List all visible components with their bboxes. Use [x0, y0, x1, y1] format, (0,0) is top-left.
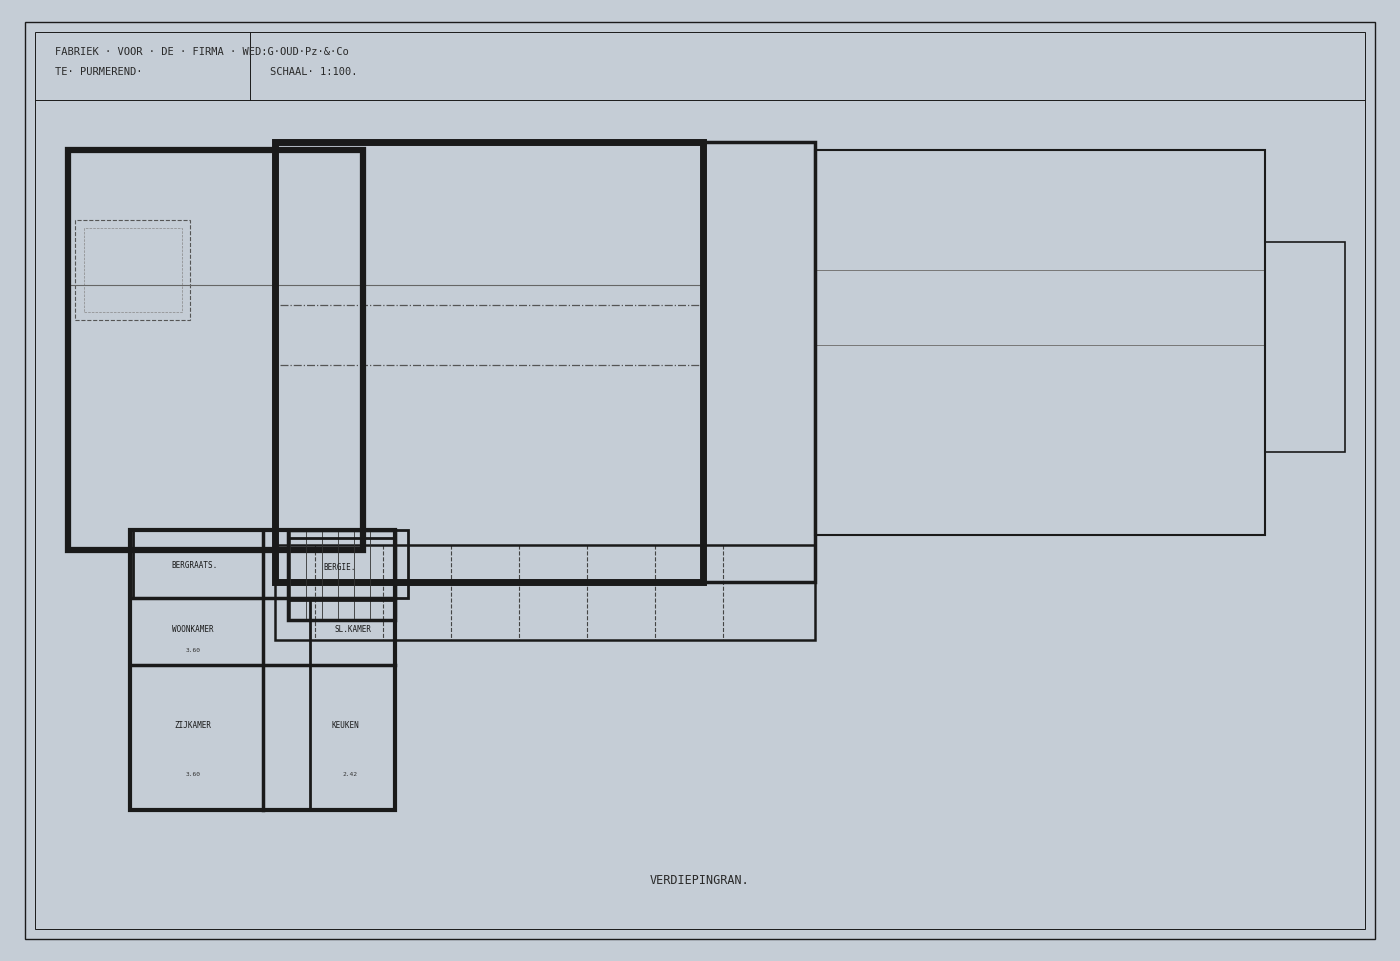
Bar	[703, 142, 815, 582]
Bar	[76, 220, 190, 320]
Text: SL.KAMER: SL.KAMER	[335, 626, 371, 634]
Bar	[288, 538, 395, 600]
Bar	[288, 530, 395, 620]
Bar	[1266, 242, 1345, 452]
Text: FABRIEK · VOOR · DE · FIRMA · WED:G·OUD·Pz·&·Co: FABRIEK · VOOR · DE · FIRMA · WED:G·OUD·…	[55, 47, 349, 57]
Bar	[274, 142, 703, 582]
Bar	[84, 228, 182, 312]
Bar	[133, 530, 407, 598]
Text: 3.60: 3.60	[185, 648, 200, 653]
Bar	[130, 530, 395, 810]
Text: WOONKAMER: WOONKAMER	[172, 626, 214, 634]
Text: KEUKEN: KEUKEN	[332, 721, 358, 729]
Text: SCHAAL· 1:100.: SCHAAL· 1:100.	[270, 67, 357, 77]
Bar	[815, 150, 1266, 535]
Text: 2.42: 2.42	[343, 773, 357, 777]
Text: 3.60: 3.60	[185, 773, 200, 777]
Text: TE· PURMEREND·: TE· PURMEREND·	[55, 67, 143, 77]
Text: BERGRAATS.: BERGRAATS.	[172, 560, 218, 570]
Bar	[69, 150, 363, 550]
Text: BERGIE.: BERGIE.	[323, 563, 356, 573]
Bar	[274, 545, 815, 640]
Text: ZIJKAMER: ZIJKAMER	[175, 721, 211, 729]
Text: VERDIEPINGRAN.: VERDIEPINGRAN.	[650, 874, 750, 886]
